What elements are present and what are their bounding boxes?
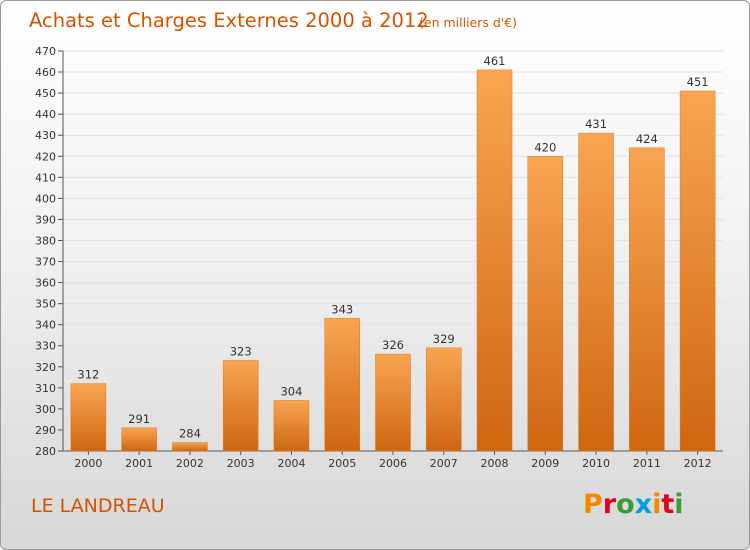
y-tick-label: 310 (35, 382, 56, 395)
bar-2003 (222, 360, 259, 452)
y-tick-label: 380 (35, 234, 56, 247)
value-label-2007: 329 (433, 332, 455, 346)
y-tick-label: 320 (35, 361, 56, 374)
y-tick-label: 330 (35, 340, 56, 353)
x-tick-label-2004: 2004 (277, 457, 305, 470)
y-tick-label: 350 (35, 298, 56, 311)
value-label-2012: 451 (687, 75, 709, 89)
value-label-2010: 431 (585, 117, 607, 131)
logo-letter: t (661, 489, 675, 520)
y-tick-label: 280 (35, 445, 56, 458)
bar-2000 (70, 383, 107, 452)
y-tick-label: 470 (35, 45, 56, 58)
value-label-2009: 420 (534, 140, 556, 154)
x-tick-label-2008: 2008 (481, 457, 509, 470)
x-tick-label-2002: 2002 (176, 457, 204, 470)
y-tick-label: 340 (35, 319, 56, 332)
logo-letter: i (674, 489, 684, 520)
x-tick-label-2006: 2006 (379, 457, 407, 470)
value-label-2003: 323 (230, 344, 252, 358)
y-tick-label: 300 (35, 403, 56, 416)
y-tick-label: 430 (35, 129, 56, 142)
y-tick-label: 440 (35, 108, 56, 121)
x-tick-label-2005: 2005 (328, 457, 356, 470)
y-tick-label: 370 (35, 256, 56, 269)
x-tick-label-2007: 2007 (430, 457, 458, 470)
y-tick-label: 360 (35, 277, 56, 290)
bars (70, 69, 716, 452)
logo-letter: x (634, 489, 653, 520)
logo-letter: P (583, 489, 603, 520)
bar-2002 (172, 442, 208, 452)
bar-2010 (578, 132, 614, 452)
y-tick-label: 450 (35, 87, 56, 100)
bar-2011 (629, 147, 665, 452)
chart-title: Achats et Charges Externes 2000 à 2012 (29, 9, 429, 32)
x-tick-label-2000: 2000 (74, 457, 102, 470)
bar-2004 (273, 400, 310, 452)
x-tick-label-2012: 2012 (684, 457, 712, 470)
value-label-2006: 326 (382, 338, 404, 352)
value-label-2008: 461 (484, 54, 506, 68)
x-tick-label-2001: 2001 (125, 457, 153, 470)
bar-2005 (324, 318, 360, 452)
bar-2012 (679, 90, 716, 452)
value-label-2005: 343 (331, 302, 353, 316)
y-tick-label: 460 (35, 66, 56, 79)
y-tick-label: 400 (35, 192, 56, 205)
value-label-2011: 424 (636, 132, 658, 146)
x-tick-label-2010: 2010 (582, 457, 610, 470)
x-tick-label-2011: 2011 (633, 457, 661, 470)
proxiti-logo[interactable]: Proxiti (583, 489, 684, 520)
logo-letter: r (602, 489, 617, 520)
y-tick-label: 290 (35, 424, 56, 437)
x-tick-label-2003: 2003 (227, 457, 255, 470)
bar-2006 (375, 353, 411, 452)
value-label-2004: 304 (280, 384, 302, 398)
x-tick-label-2009: 2009 (531, 457, 559, 470)
y-tick-label: 390 (35, 213, 56, 226)
labels: 280 290 300 310 320 330 340 350 360 370 380 390 400 4… (35, 45, 712, 470)
logo-letter: o (616, 489, 635, 520)
commune-name: LE LANDREAU (31, 495, 165, 517)
bar-2008 (476, 69, 513, 452)
bar-2009 (527, 156, 564, 452)
chart-subtitle: (en milliers d'€) (419, 15, 518, 30)
value-label-2001: 291 (128, 412, 150, 426)
bar-2001 (121, 427, 157, 452)
logo-letter: i (652, 489, 662, 520)
y-tick-label: 420 (35, 150, 56, 163)
y-tick-label: 410 (35, 171, 56, 184)
bar-2007 (426, 347, 462, 452)
value-label-2002: 284 (179, 427, 201, 441)
value-label-2000: 312 (77, 368, 99, 382)
